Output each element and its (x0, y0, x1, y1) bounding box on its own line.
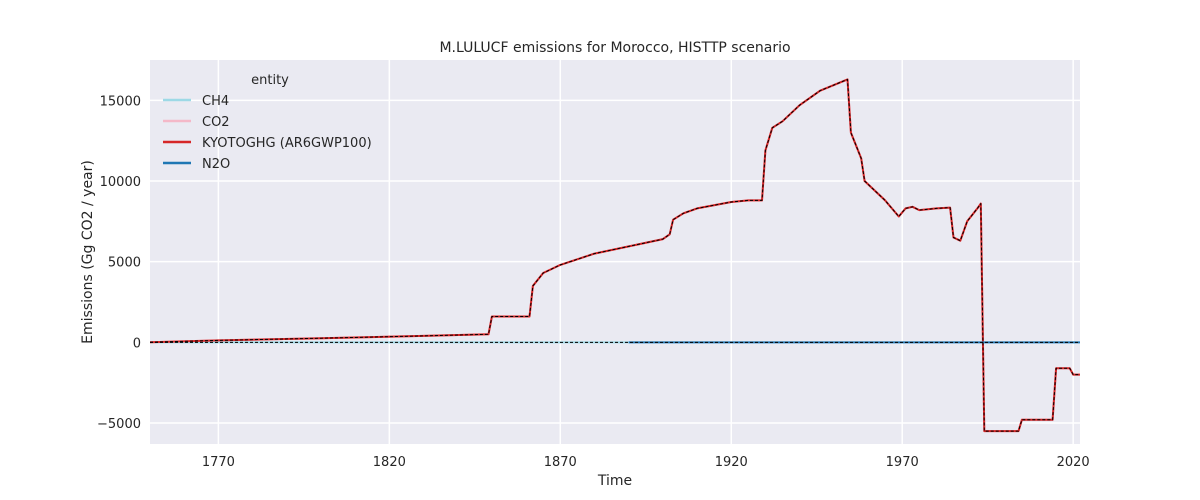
legend-label: CH4 (202, 94, 229, 109)
x-axis-label: Time (597, 473, 632, 489)
x-tick-label: 2020 (1057, 455, 1090, 470)
y-axis-label: Emissions (Gg CO2 / year) (80, 160, 96, 344)
grid (150, 60, 1080, 444)
legend-item: CO2 (163, 115, 230, 130)
x-tick-label: 1870 (544, 455, 577, 470)
y-tick-label: 0 (133, 336, 141, 351)
legend-item: N2O (163, 157, 230, 172)
series-lines (150, 78, 1080, 433)
x-tick-labels: 1770 1820 1870 1920 1970 2020 (202, 455, 1090, 470)
x-tick-label: 1920 (715, 455, 748, 470)
plot-background (150, 60, 1080, 444)
legend-title: entity (251, 73, 289, 88)
chart-title: M.LULUCF emissions for Morocco, HISTTP s… (439, 40, 790, 56)
legend-label: N2O (202, 157, 230, 172)
x-tick-label: 1820 (373, 455, 406, 470)
y-tick-labels: −5000 0 5000 10000 15000 (97, 94, 141, 432)
legend-item: KYOTOGHG (AR6GWP100) (163, 136, 372, 151)
legend-label: CO2 (202, 115, 230, 130)
legend-item: CH4 (163, 94, 229, 109)
x-tick-label: 1970 (886, 455, 919, 470)
y-tick-label: 10000 (100, 175, 141, 190)
legend: entity CH4 CO2 KYOTOGHG (AR6GWP100) N2O (163, 73, 372, 172)
y-tick-label: −5000 (97, 417, 141, 432)
y-tick-label: 15000 (100, 94, 141, 109)
x-tick-label: 1770 (202, 455, 235, 470)
series-line-dotted-overlay (150, 78, 1080, 432)
legend-label: KYOTOGHG (AR6GWP100) (202, 136, 372, 151)
y-tick-label: 5000 (108, 256, 141, 271)
